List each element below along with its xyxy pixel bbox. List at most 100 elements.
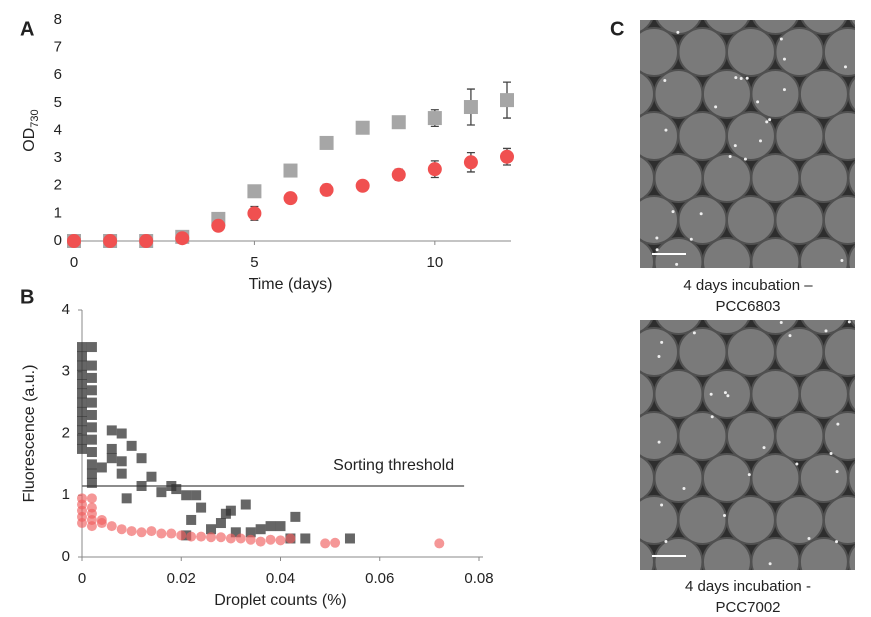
droplet [774,495,825,545]
droplet [798,69,849,119]
droplet [752,20,799,35]
point [126,440,137,451]
point [86,372,97,383]
spot [671,210,675,214]
droplet [822,495,855,545]
droplet [774,27,825,77]
point [391,167,406,182]
x-tick-label: 5 [250,254,258,271]
point [186,531,197,542]
point [86,477,97,488]
point [86,459,97,470]
droplet [774,327,825,377]
spot [657,440,661,444]
y-axis-label-text: Fluorescence (a.u.) [21,365,38,503]
point [225,533,236,544]
point [300,533,311,544]
droplet [822,327,855,377]
droplet [704,20,750,35]
droplet [725,495,776,545]
micrograph [640,20,855,268]
image-caption: PCC7002 [715,599,780,616]
point [77,416,87,427]
point [106,443,117,454]
point [434,538,445,549]
y-tick-label: 6 [54,66,62,83]
point [77,434,87,445]
y-tick-label: 1 [54,204,62,221]
point [106,521,117,532]
point [319,182,334,197]
spot [657,354,661,358]
panel-label: C [610,18,624,40]
x-tick-label: 0 [78,570,86,587]
droplet [750,69,801,119]
point [86,397,97,408]
x-tick-label: 0.02 [167,570,196,587]
spot [840,259,844,263]
spot [734,76,738,80]
spot [768,118,772,122]
point [500,93,514,108]
point [265,521,276,532]
point [96,518,107,529]
y-axis-label: OD730 [21,109,41,151]
droplet [640,111,679,161]
point [103,234,118,248]
spot [847,320,851,324]
point [247,206,262,221]
droplet [774,111,825,161]
image-caption: 4 days incubation - [685,578,811,595]
point [126,526,137,537]
spot [739,77,743,81]
spot [762,446,766,450]
point [330,537,341,548]
spot [829,452,833,456]
point [215,532,226,543]
x-axis-label: Droplet counts (%) [214,592,347,609]
spot [726,394,730,398]
x-tick-label: 0.08 [464,570,493,587]
point [77,425,87,436]
droplet [725,411,776,461]
point [77,493,87,504]
spot [723,513,727,517]
point [290,511,301,522]
point [196,531,207,542]
droplet [847,460,855,496]
droplet [677,195,728,245]
point [240,499,251,510]
point [211,218,226,233]
point [275,535,286,546]
point [156,528,167,539]
y-axis-label-subscript: 730 [29,109,41,127]
point [344,533,355,544]
y-axis-label-text: OD [21,128,38,152]
droplet [847,76,855,112]
droplet [801,320,847,335]
droplet [701,69,752,119]
droplet [750,369,801,419]
point [230,527,241,538]
point [106,425,117,436]
spot [675,262,679,266]
droplet [801,20,847,35]
spot [655,236,659,240]
point [391,115,406,130]
spot [723,391,727,395]
point [319,135,334,150]
y-tick-label: 4 [54,121,62,138]
x-tick-label: 10 [426,254,443,271]
spot [756,100,760,104]
droplet [725,195,776,245]
droplet [849,20,855,28]
spot [768,562,772,566]
y-tick-label: 0 [54,232,62,249]
spot [745,76,749,80]
point [186,514,197,525]
droplet [653,153,704,203]
point [77,443,87,454]
droplet [752,320,799,335]
droplets [640,320,855,570]
